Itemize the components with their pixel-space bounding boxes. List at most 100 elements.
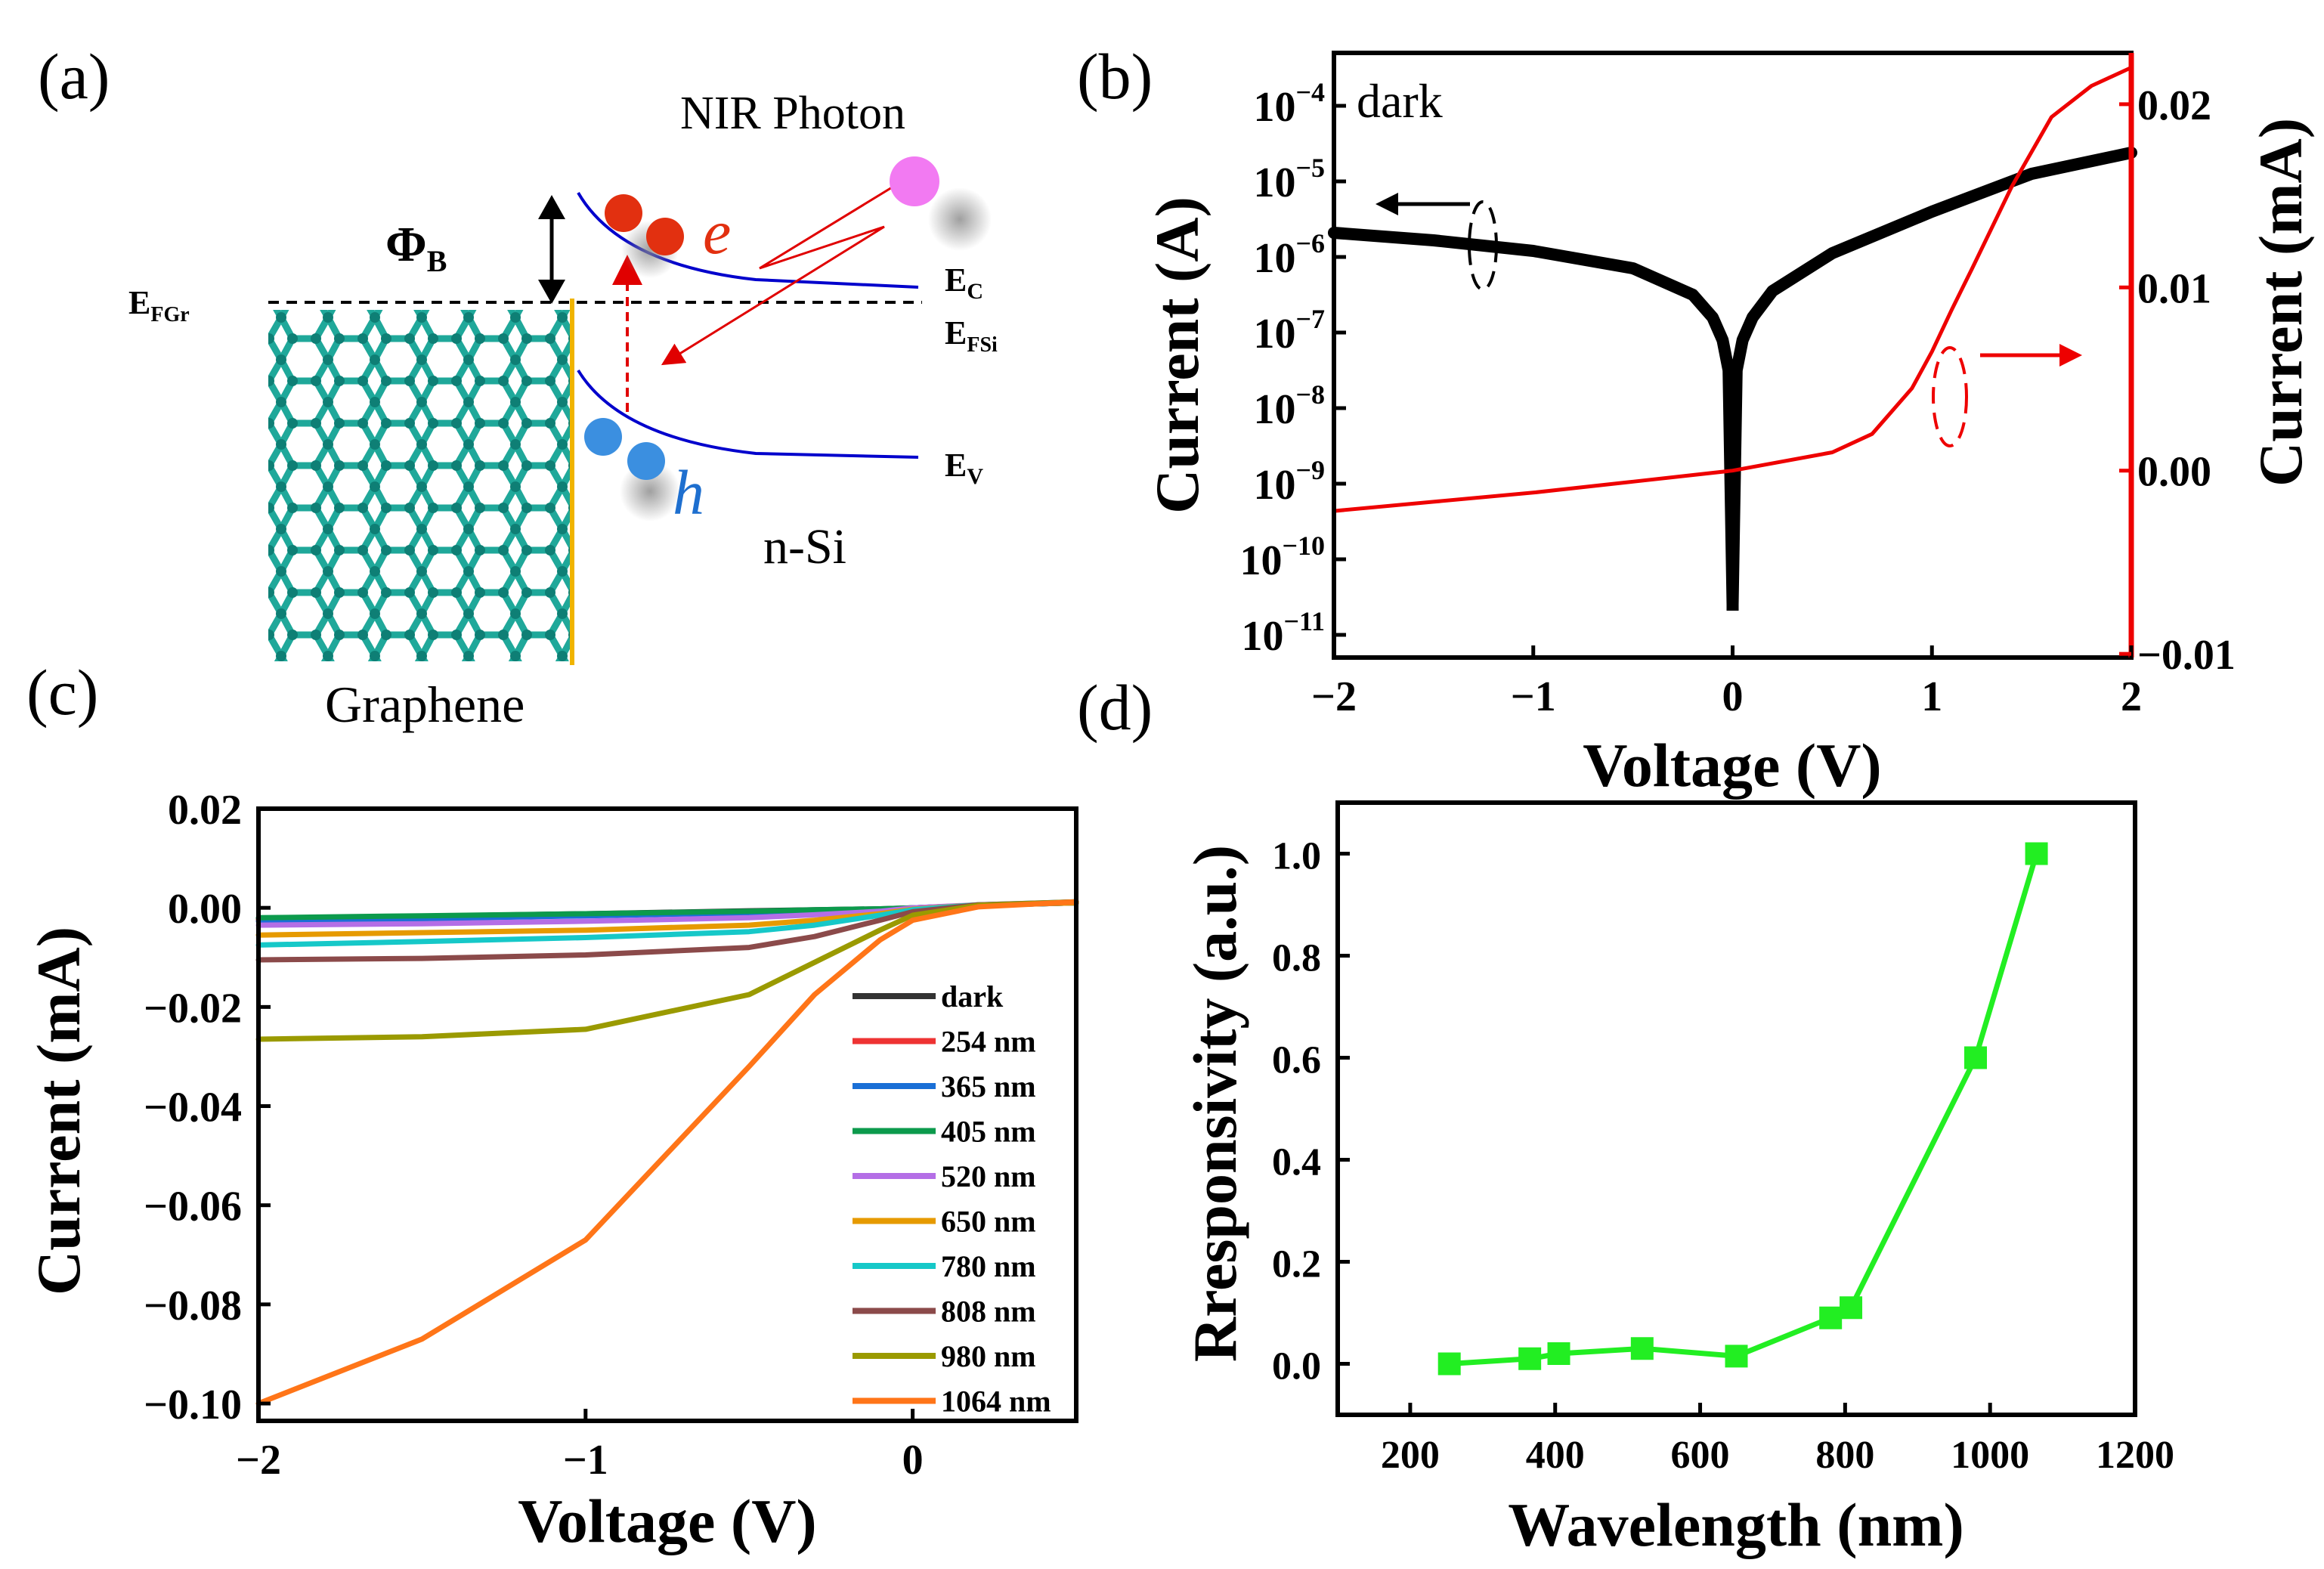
- chart-c-ytick-label: −0.10: [144, 1382, 242, 1428]
- chart-b-ytick-left-label: 10−9: [1253, 455, 1325, 509]
- chart-c-frame: [256, 806, 1078, 1423]
- chart-b-ytick-right-label: −0.01: [2137, 632, 2236, 679]
- chart-b-dark-curve: [1328, 147, 2137, 611]
- photon-blur: [928, 187, 992, 251]
- chart-d-point: [1964, 1046, 1987, 1069]
- chart-c-legend-label: 650 nm: [941, 1205, 1036, 1239]
- chart-d-ytick-label: 0.0: [1272, 1345, 1321, 1388]
- chart-c-legend-label: 365 nm: [941, 1069, 1036, 1103]
- graphene-lattice: [268, 310, 571, 661]
- chart-c-xtick-label: −2: [236, 1437, 281, 1484]
- chart-d-point: [1518, 1347, 1542, 1370]
- chart-c-ticks: −2 −1 0 0.02 0.00 −0.02 −0.04 −0.06 −0.08 −0.10: [144, 787, 924, 1484]
- chart-c-xtick-label: −1: [563, 1437, 608, 1484]
- chart-c-legend-label: 808 nm: [941, 1295, 1036, 1329]
- chart-d-xtick-label: 200: [1381, 1434, 1440, 1477]
- electron-icon: [605, 194, 642, 232]
- valence-band: [577, 369, 919, 459]
- chart-b-ytick-left-label: 10−10: [1239, 531, 1325, 584]
- chart-c-legend-label: 780 nm: [941, 1249, 1036, 1283]
- barrier-height-label: ΦB: [385, 217, 447, 278]
- chart-b-xtick-label: 0: [1722, 673, 1744, 720]
- si-fermi-label: EFSi: [945, 314, 998, 357]
- chart-c-legend: dark 254 nm 365 nm 405 nm 520 nm 650 nm 780 nm…: [853, 979, 1051, 1419]
- chart-d-xtick-label: 600: [1671, 1434, 1730, 1477]
- chart-c-legend-label: 1064 nm: [941, 1385, 1051, 1419]
- chart-d-ticks: 200 400 600 800 1000 1200 1.0 0.8 0.6 0.4 0.2 0.0: [1272, 835, 2174, 1478]
- chart-d-point: [1437, 1352, 1461, 1376]
- photon-icon: [890, 156, 939, 206]
- chart-c-ytick-label: −0.02: [144, 985, 242, 1032]
- barrier-arrow-head-top: [538, 195, 565, 219]
- chart-d-xtick-label: 400: [1526, 1434, 1585, 1477]
- nsi-label: n-Si: [763, 519, 846, 574]
- chart-d-ytick-label: 0.6: [1272, 1039, 1321, 1082]
- chart-c-legend-label: 254 nm: [941, 1025, 1036, 1059]
- chart-c-ytick-label: −0.06: [144, 1184, 242, 1230]
- hole-icon: [627, 442, 665, 480]
- chart-b-ylabel-left: Current (A): [1143, 197, 1212, 514]
- chart-b-linear-curve: [1332, 65, 2134, 513]
- chart-d-frame: [1335, 800, 2137, 1417]
- band-diagram: NIR Photon e h n-Si Graphene ΦB EFGr EC …: [128, 88, 998, 733]
- chart-b-ytick-left-label: 10−4: [1253, 77, 1325, 131]
- chart-d-xtick-label: 800: [1815, 1434, 1874, 1477]
- chart-d-xtick-label: 1200: [2096, 1434, 2174, 1477]
- chart-c-ytick-label: 0.02: [168, 787, 242, 834]
- chart-b-xtick-label: 2: [2121, 673, 2142, 720]
- chart-c-legend-label: dark: [941, 979, 1004, 1014]
- chart-d-point: [1819, 1306, 1843, 1329]
- chart-c-plot: [255, 899, 1079, 1407]
- chart-b: −2 −1 0 1 2 10−4 10−5 10−6 10−7 10−8 10−9 10−10 10−1…: [1143, 51, 2315, 800]
- chart-d-ylabel: Rresponsivity (a.u.): [1181, 845, 1249, 1362]
- panel-label-a: (a): [38, 40, 110, 113]
- chart-d-point: [1547, 1342, 1570, 1365]
- chart-b-dark-marker: [1726, 395, 1739, 407]
- chart-b-ytick-left-label: 10−5: [1253, 153, 1325, 206]
- chart-c-legend-label: 405 nm: [941, 1115, 1036, 1149]
- chart-b-right-marker: [1932, 346, 1968, 447]
- chart-b-ytick-left-label: 10−11: [1241, 606, 1325, 660]
- chart-b-ylabel-right: Current (mA): [2246, 118, 2315, 487]
- chart-c-xlabel: Voltage (V): [518, 1487, 817, 1555]
- chart-d-point: [1725, 1345, 1748, 1368]
- panel-label-b: (b): [1077, 40, 1153, 113]
- chart-d-point: [1630, 1337, 1654, 1360]
- electron-label: e: [703, 197, 731, 268]
- chart-c-legend-label: 980 nm: [941, 1339, 1036, 1373]
- hole-icon: [584, 418, 622, 456]
- chart-c-xtick-label: 0: [902, 1437, 924, 1484]
- chart-d-xtick-label: 1000: [1951, 1434, 2029, 1477]
- valence-band-label: EV: [945, 447, 983, 489]
- chart-d-ytick-label: 0.8: [1272, 937, 1321, 980]
- chart-c: −2 −1 0 0.02 0.00 −0.02 −0.04 −0.06 −0.08 −0.10 d…: [24, 787, 1079, 1555]
- chart-b-ytick-right-label: 0.00: [2137, 449, 2211, 496]
- barrier-arrow-head-bottom: [538, 280, 565, 304]
- photon-label: NIR Photon: [680, 88, 905, 139]
- chart-b-xlabel: Voltage (V): [1583, 731, 1882, 800]
- chart-d-ytick-label: 0.2: [1272, 1243, 1321, 1286]
- chart-b-ytick-left-label: 10−7: [1253, 304, 1325, 357]
- chart-b-ticks: −2 −1 0 1 2 10−4 10−5 10−6 10−7 10−8 10−9 10−10 10−1…: [1239, 77, 2235, 720]
- photon-path: [661, 184, 896, 366]
- chart-c-legend-label: 520 nm: [941, 1159, 1036, 1193]
- graphene-fermi-label: EFGr: [128, 284, 190, 326]
- chart-c-ytick-label: −0.08: [144, 1283, 242, 1329]
- chart-b-dark-min-marker: [1726, 599, 1739, 611]
- chart-b-xtick-label: −1: [1511, 673, 1556, 720]
- chart-b-plot: [1328, 65, 2137, 611]
- chart-b-left-marker: [1468, 200, 1498, 291]
- chart-d-point: [1840, 1296, 1863, 1320]
- electron-icon: [646, 218, 684, 255]
- chart-b-ytick-right-label: 0.01: [2137, 265, 2211, 312]
- chart-b-left-arrowhead: [1376, 193, 1398, 215]
- chart-b-ytick-left-label: 10−6: [1253, 228, 1325, 282]
- chart-d-ytick-label: 1.0: [1272, 835, 1321, 878]
- chart-b-ytick-left-label: 10−8: [1253, 379, 1325, 433]
- chart-d: 200 400 600 800 1000 1200 1.0 0.8 0.6 0.4 0.2 0.0 W…: [1181, 800, 2174, 1559]
- chart-b-annotation: dark: [1357, 74, 1443, 128]
- chart-d-point: [2025, 842, 2048, 865]
- hole-label: h: [673, 458, 704, 528]
- chart-c-ytick-label: 0.00: [168, 886, 242, 933]
- panel-label-d: (d): [1077, 671, 1153, 744]
